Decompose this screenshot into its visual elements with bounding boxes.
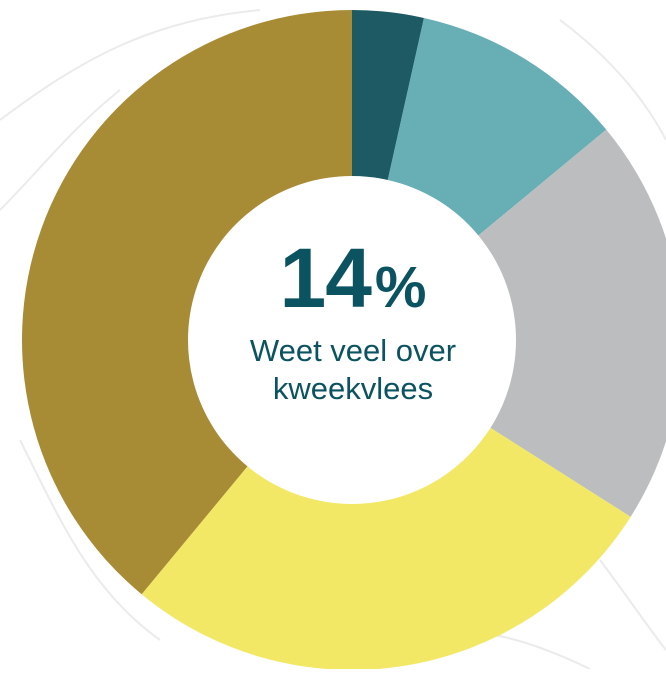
donut-slice-4 — [141, 427, 631, 670]
background-line-1 — [0, 9, 261, 121]
background-line-3 — [19, 439, 161, 641]
background-line-2 — [0, 89, 121, 211]
background-line-5 — [599, 559, 666, 651]
donut-slice-5 — [21, 10, 353, 595]
background-line-4 — [559, 19, 666, 141]
donut-slice-3 — [478, 129, 666, 517]
donut-slice-1 — [352, 10, 424, 180]
donut-slices — [21, 10, 666, 670]
donut-slice-2 — [387, 17, 607, 236]
